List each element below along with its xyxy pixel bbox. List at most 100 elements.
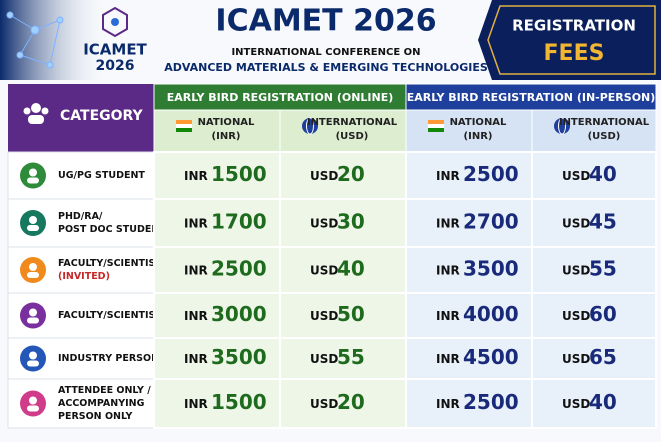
globe-icon: [554, 118, 570, 134]
fee-amount: 40: [337, 257, 365, 281]
category-icon-figure: [29, 351, 37, 360]
badge: [478, 0, 661, 80]
fee-currency: USD: [562, 352, 590, 366]
fee-currency: INR: [436, 264, 460, 278]
fee-currency: USD: [310, 217, 338, 231]
fee-amount: 40: [589, 390, 617, 414]
fee-amount: 3500: [463, 257, 519, 281]
flag: [176, 120, 192, 124]
category-label: PHD/RA/: [58, 211, 103, 222]
column-header-bg: [153, 109, 281, 153]
fee-currency: USD: [310, 169, 338, 183]
fee-cell: [153, 246, 281, 294]
fee-currency: INR: [184, 169, 208, 183]
badge-text: REGISTRATION: [512, 17, 636, 35]
fee-cell: [279, 151, 407, 200]
fee-currency: INR: [436, 217, 460, 231]
fee-amount: 1700: [211, 210, 267, 234]
fee-amount: 2500: [211, 257, 267, 281]
fee-cell: [279, 337, 407, 380]
flag: [428, 128, 444, 132]
fee-amount: 30: [337, 210, 365, 234]
column-header: NATIONAL: [450, 117, 507, 128]
category-icon-figure: [29, 263, 37, 271]
logo-year: 2026: [96, 58, 135, 74]
group-header: EARLY BIRD REGISTRATION (ONLINE): [167, 91, 394, 104]
column-header: (INR): [212, 131, 241, 142]
fee-amount: 2500: [463, 390, 519, 414]
fee-amount: 4500: [463, 345, 519, 369]
flag: [428, 120, 444, 124]
category-icon-figure: [29, 216, 37, 224]
fee-currency: USD: [310, 264, 338, 278]
globe-icon: [302, 118, 318, 134]
fee-currency: INR: [436, 169, 460, 183]
logo-text: ICAMET: [83, 41, 147, 59]
group-header: EARLY BIRD REGISTRATION (IN-PERSON): [407, 91, 656, 104]
fee-currency: USD: [310, 397, 338, 411]
fee-currency: INR: [436, 352, 460, 366]
category-label: POST DOC STUDENT: [58, 224, 166, 235]
flag: [176, 124, 192, 128]
category-note: (INVITED): [58, 271, 110, 282]
fee-cell: [405, 292, 533, 339]
subtitle: ADVANCED MATERIALS & EMERGING TECHNOLOGI…: [164, 61, 488, 74]
category-label: ATTENDEE ONLY /: [58, 385, 151, 396]
category-icon-figure: [29, 168, 37, 177]
fee-amount: 3000: [211, 302, 267, 326]
fee-currency: USD: [562, 264, 590, 278]
fee-amount: 65: [589, 345, 617, 369]
fee-currency: USD: [562, 397, 590, 411]
people-icon: [23, 103, 49, 124]
fee-currency: USD: [562, 169, 590, 183]
fee-cell: [531, 337, 657, 380]
fee-amount: 40: [589, 162, 617, 186]
globe-icon: [558, 117, 566, 135]
column-header: INTERNATIONAL: [559, 117, 650, 128]
category-label: INDUSTRY PERSON: [58, 353, 159, 364]
category-label: ACCOMPANYING: [58, 398, 145, 409]
fee-cell: [405, 246, 533, 294]
fee-cell: [405, 378, 533, 429]
category-label: FACULTY/SCIENTIST: [58, 310, 162, 321]
category-icon-figure: [29, 308, 37, 317]
fee-currency: USD: [562, 309, 590, 323]
fee-amount: 50: [337, 302, 365, 326]
column-header: (USD): [336, 131, 369, 142]
column-header-bg: [405, 109, 533, 153]
fee-cell: [405, 198, 533, 248]
category-header: CATEGORY: [60, 108, 144, 124]
fee-amount: 1500: [211, 162, 267, 186]
fee-cell: [531, 378, 657, 429]
group-header-bg: [153, 83, 407, 111]
fee-amount: 55: [589, 257, 617, 281]
category-icon-figure: [27, 177, 39, 184]
group-header-bg: [405, 83, 657, 111]
flag: [428, 124, 444, 128]
category-label: UG/PG STUDENT: [58, 170, 145, 181]
column-header: (USD): [588, 131, 621, 142]
fee-amount: 20: [337, 390, 365, 414]
category-icon-figure: [27, 360, 39, 367]
fee-currency: USD: [310, 309, 338, 323]
column-header: (INR): [464, 131, 493, 142]
fee-currency: INR: [184, 217, 208, 231]
fee-amount: 1500: [211, 390, 267, 414]
fee-amount: 4000: [463, 302, 519, 326]
category-icon-figure: [27, 225, 39, 231]
network-art: [6, 11, 64, 69]
flag: [176, 128, 192, 132]
fee-currency: INR: [184, 352, 208, 366]
category-icon-figure: [27, 272, 39, 278]
category-label: PERSON ONLY: [58, 411, 133, 422]
fee-cell: [153, 151, 281, 200]
fee-amount: 45: [589, 210, 617, 234]
title: ICAMET 2026: [215, 4, 436, 39]
fee-currency: INR: [436, 397, 460, 411]
category-icon-figure: [27, 317, 39, 324]
globe-icon: [306, 117, 314, 135]
fee-amount: 20: [337, 162, 365, 186]
badge-border: [487, 5, 656, 75]
column-header: NATIONAL: [198, 117, 255, 128]
